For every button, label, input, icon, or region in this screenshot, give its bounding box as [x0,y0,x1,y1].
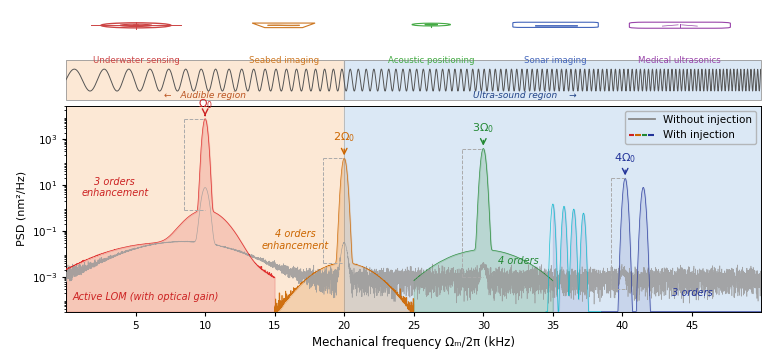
Text: ← Audible region: ← Audible region [164,91,246,100]
Text: 4 orders
enhancement: 4 orders enhancement [262,229,329,251]
Circle shape [425,24,437,25]
Bar [66,60,344,100]
Text: Sonar imaging: Sonar imaging [524,56,587,65]
X-axis label: Mechanical frequency Ωₘ/2π (kHz): Mechanical frequency Ωₘ/2π (kHz) [312,336,515,349]
Bar [66,106,344,312]
Text: 4 orders: 4 orders [498,256,538,266]
Text: Acoustic positioning: Acoustic positioning [388,56,475,65]
Text: $4\Omega_0$: $4\Omega_0$ [614,151,636,165]
Text: 3 orders: 3 orders [671,288,713,298]
Bar [344,60,761,100]
Text: Medical ultrasonics: Medical ultrasonics [639,56,721,65]
Text: $2\Omega_0$: $2\Omega_0$ [333,131,355,144]
Legend: Without injection, With injection: Without injection, With injection [625,111,756,144]
Text: $3\Omega_0$: $3\Omega_0$ [472,121,494,136]
Text: Active LOM (with optical gain): Active LOM (with optical gain) [73,292,219,302]
Text: 3 orders
enhancement: 3 orders enhancement [81,177,148,198]
Text: Underwater sensing: Underwater sensing [92,56,179,65]
Circle shape [133,25,139,26]
Text: $\Omega_0$: $\Omega_0$ [197,98,213,111]
Text: Ultra-sound region  →: Ultra-sound region → [473,91,577,100]
Text: Seabed imaging: Seabed imaging [249,56,319,65]
Bar [344,106,761,312]
Y-axis label: PSD (nm²/Hz): PSD (nm²/Hz) [16,171,26,246]
